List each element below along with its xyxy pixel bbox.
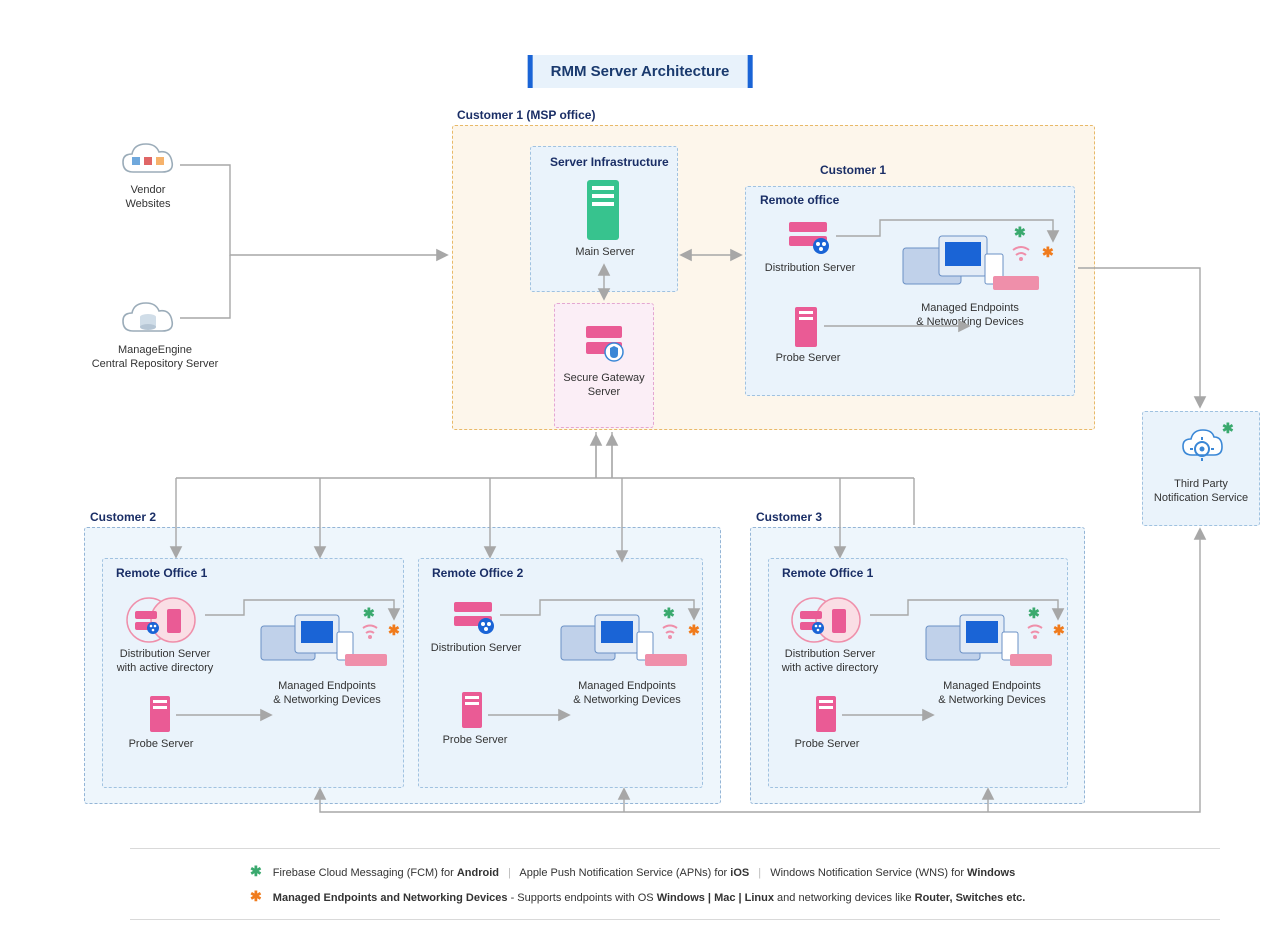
c1r-dist-label: Distribution Server <box>760 262 860 276</box>
c3-heading: Customer 3 <box>756 510 822 524</box>
c2ro1-ep1: Managed Endpoints <box>278 680 376 692</box>
diagram-canvas: RMM Server Architecture Vendor Websites … <box>0 0 1280 927</box>
cloud-vendor-icon <box>118 140 178 180</box>
sgw-label: Secure Gateway Server <box>559 372 649 400</box>
c2ro1-dist-icon <box>123 595 201 645</box>
c3ro1-ep1: Managed Endpoints <box>943 680 1041 692</box>
c2ro1-probe-icon <box>148 694 172 734</box>
ast-g-c2ro2: ✱ <box>663 605 675 622</box>
c1r-heading: Customer 1 <box>820 163 886 177</box>
ast-g-c2ro1: ✱ <box>363 605 375 622</box>
asterisk-green: ✱ <box>1014 224 1026 241</box>
vendor-label: Vendor Websites <box>108 184 188 212</box>
f2b2: Windows | Mac | Linux <box>657 892 774 904</box>
footer-ast-o: ✱ <box>250 888 262 904</box>
tp-l1: Third Party <box>1174 478 1228 490</box>
tp-label: Third Party Notification Service <box>1148 478 1254 506</box>
c1r-probe-icon <box>793 305 819 349</box>
c3ro1-dist-label: Distribution Server with active director… <box>780 648 880 676</box>
c3ro1-heading: Remote Office 1 <box>782 566 873 580</box>
ast-o-c3: ✱ <box>1053 622 1065 639</box>
footer: ✱ Firebase Cloud Messaging (FCM) for And… <box>130 848 1220 920</box>
c2ro1-dist-label: Distribution Server with active director… <box>115 648 215 676</box>
sgw-l1: Secure Gateway <box>563 372 644 384</box>
ast-g-c3: ✱ <box>1028 605 1040 622</box>
c1r-probe-label: Probe Server <box>773 352 843 366</box>
footer-line2: ✱ Managed Endpoints and Networking Devic… <box>250 884 1220 909</box>
c2ro1-d2: with active directory <box>117 662 214 674</box>
c2ro2-ep2: & Networking Devices <box>573 694 681 706</box>
c3ro1-probe-icon <box>814 694 838 734</box>
f1b3: Windows <box>967 867 1015 879</box>
c1r-dist-icon <box>785 218 831 258</box>
tp-icon <box>1180 425 1224 465</box>
repo-l1: ManageEngine <box>118 344 192 356</box>
c2ro2-dist-label: Distribution Server <box>426 642 526 656</box>
main-server-label: Main Server <box>565 246 645 260</box>
c2ro2-dist-icon <box>450 598 496 638</box>
main-server-icon <box>585 178 621 242</box>
f1b1: Android <box>457 867 499 879</box>
c3ro1-probe-label: Probe Server <box>792 738 862 752</box>
f2mid: - Supports endpoints with OS <box>508 892 657 904</box>
c2ro2-ep1: Managed Endpoints <box>578 680 676 692</box>
f2b1: Managed Endpoints and Networking Devices <box>273 892 508 904</box>
c2ro1-ep2: & Networking Devices <box>273 694 381 706</box>
f2b3: Router, Switches etc. <box>915 892 1026 904</box>
c2ro2-probe-icon <box>460 690 484 730</box>
c3ro1-d1: Distribution Server <box>785 648 875 660</box>
msp-heading: Customer 1 (MSP office) <box>457 108 595 122</box>
c2ro1-heading: Remote Office 1 <box>116 566 207 580</box>
c3ro1-dist-icon <box>788 595 866 645</box>
sgw-icon <box>580 318 628 366</box>
c1r-ep-l1: Managed Endpoints <box>921 302 1019 314</box>
footer-ast-g: ✱ <box>250 863 262 879</box>
f1b2: iOS <box>730 867 749 879</box>
repo-label: ManageEngine Central Repository Server <box>90 344 220 372</box>
c2ro2-ep-label: Managed Endpoints & Networking Devices <box>562 680 692 708</box>
asterisk-orange: ✱ <box>1042 244 1054 261</box>
ast-o-c2ro2: ✱ <box>688 622 700 639</box>
c1r-sub: Remote office <box>760 193 839 207</box>
footer-line1: ✱ Firebase Cloud Messaging (FCM) for And… <box>250 859 1220 884</box>
c2ro1-probe-label: Probe Server <box>126 738 196 752</box>
sgw-l2: Server <box>588 386 620 398</box>
c3ro1-ep2: & Networking Devices <box>938 694 1046 706</box>
c2ro2-probe-label: Probe Server <box>440 734 510 748</box>
c2ro1-d1: Distribution Server <box>120 648 210 660</box>
c1r-endpoints-label: Managed Endpoints & Networking Devices <box>905 302 1035 330</box>
c1r-ep-l2: & Networking Devices <box>916 316 1024 328</box>
cloud-repo-icon <box>118 297 178 341</box>
c3ro1-ep-label: Managed Endpoints & Networking Devices <box>927 680 1057 708</box>
c2ro1-ep-label: Managed Endpoints & Networking Devices <box>262 680 392 708</box>
f1d: Windows Notification Service (WNS) for <box>770 867 967 879</box>
c2-heading: Customer 2 <box>90 510 156 524</box>
repo-l2: Central Repository Server <box>92 358 219 370</box>
c3ro1-d2: with active directory <box>782 662 879 674</box>
infra-heading: Server Infrastructure <box>550 155 669 169</box>
title: RMM Server Architecture <box>528 55 753 88</box>
ast-o-c2ro1: ✱ <box>388 622 400 639</box>
f2tail: and networking devices like <box>774 892 915 904</box>
f1c: Apple Push Notification Service (APNs) f… <box>519 867 730 879</box>
tp-l2: Notification Service <box>1154 492 1248 504</box>
asterisk-green-tp: ✱ <box>1222 420 1234 437</box>
c2ro2-heading: Remote Office 2 <box>432 566 523 580</box>
f1a: Firebase Cloud Messaging (FCM) for <box>273 867 457 879</box>
